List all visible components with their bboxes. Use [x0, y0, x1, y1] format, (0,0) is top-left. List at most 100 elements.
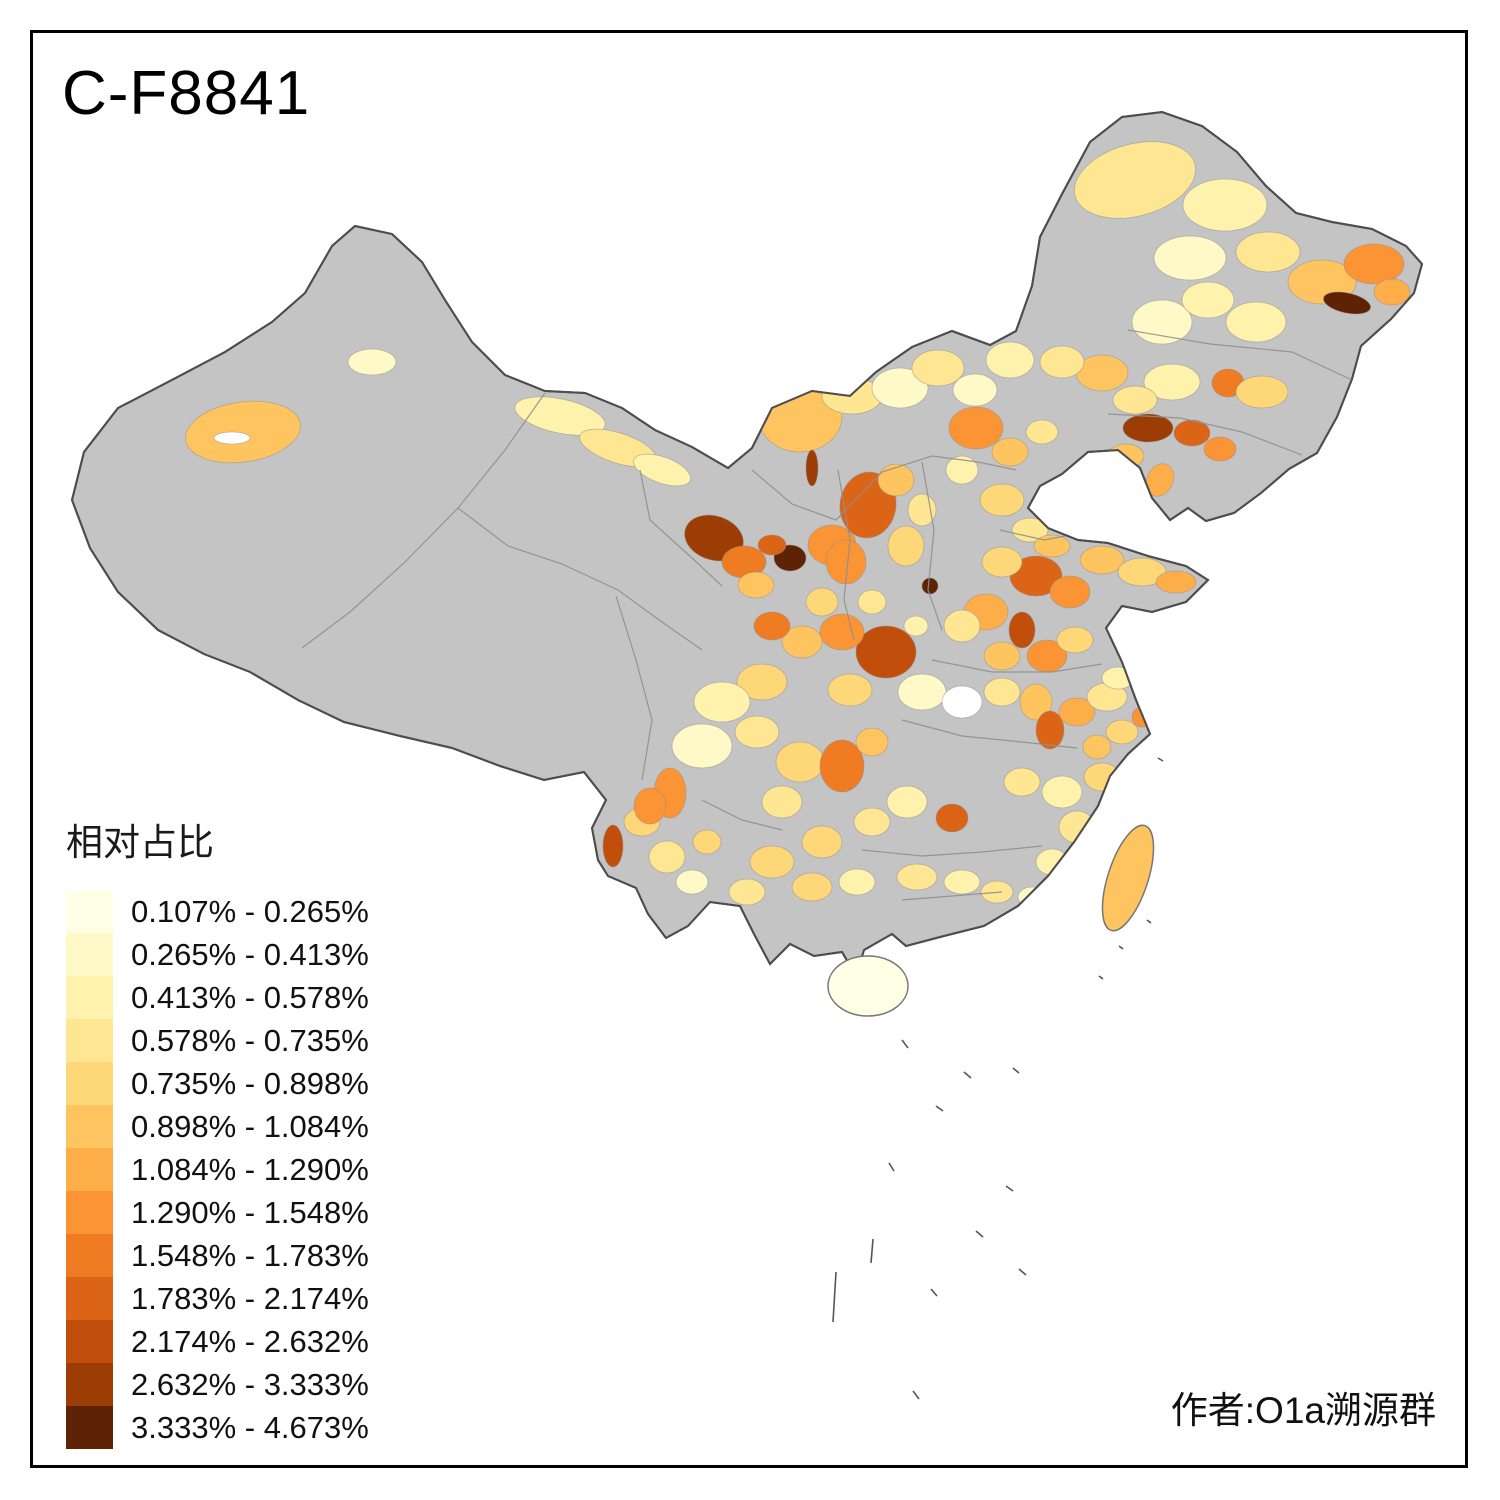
map-region [1235, 375, 1289, 409]
map-region [692, 829, 722, 855]
map-region [671, 723, 733, 769]
map-region [855, 625, 917, 679]
map-region [855, 727, 889, 757]
map-region [213, 431, 251, 445]
legend-row: 3.333% - 4.673% [66, 1406, 369, 1449]
map-region [1173, 419, 1211, 447]
legend-swatch [66, 1406, 113, 1449]
sea-islet-mark [975, 1230, 984, 1238]
map-region [801, 825, 843, 859]
map-region [1155, 570, 1197, 594]
sea-islet-mark [832, 1271, 837, 1323]
map-region [857, 589, 887, 615]
legend-row: 0.413% - 0.578% [66, 976, 369, 1019]
sea-islet-mark [901, 1039, 909, 1049]
map-region [985, 341, 1035, 379]
legend-label: 0.265% - 0.413% [131, 936, 369, 972]
legend-row: 1.783% - 2.174% [66, 1277, 369, 1320]
map-region [1145, 463, 1175, 497]
map-region [1019, 683, 1053, 721]
legend: 相对占比 0.107% - 0.265% 0.265% - 0.413% 0.413… [66, 812, 369, 1449]
map-region [1049, 575, 1091, 609]
map-region [1105, 719, 1139, 745]
legend-label: 0.413% - 0.578% [131, 979, 369, 1015]
legend-label: 3.333% - 4.673% [131, 1409, 369, 1445]
map-region [887, 525, 925, 567]
map-region [1235, 231, 1301, 273]
legend-swatch [66, 1234, 113, 1277]
map-region [1039, 345, 1085, 379]
legend-row: 0.265% - 0.413% [66, 933, 369, 976]
map-region [911, 349, 965, 387]
sea-islet-mark [1005, 1185, 1014, 1192]
legend-label: 2.632% - 3.333% [131, 1366, 369, 1402]
map-region [981, 546, 1023, 578]
legend-swatch [66, 1062, 113, 1105]
map-region [948, 406, 1004, 450]
sea-islet-mark [930, 1288, 938, 1297]
legend-label: 0.898% - 1.084% [131, 1108, 369, 1144]
map-region [1117, 557, 1167, 587]
map-region [991, 437, 1029, 467]
legend-swatch [66, 890, 113, 933]
legend-row: 1.290% - 1.548% [66, 1191, 369, 1234]
map-region [1373, 278, 1411, 306]
map-region [1035, 710, 1065, 750]
map-region [853, 807, 891, 837]
map-region [1079, 545, 1125, 575]
legend-row: 0.578% - 0.735% [66, 1019, 369, 1062]
map-region [693, 681, 751, 723]
map-region [1323, 291, 1371, 315]
map-region [983, 677, 1021, 707]
legend-label: 1.290% - 1.548% [131, 1194, 369, 1230]
legend-row: 2.174% - 2.632% [66, 1320, 369, 1363]
map-region [633, 453, 691, 487]
map-region [943, 609, 981, 643]
province-borders [301, 329, 1353, 901]
legend-label: 0.107% - 0.265% [131, 893, 369, 929]
map-region [827, 673, 873, 707]
sea-islets [832, 757, 1164, 1400]
map-region [1181, 281, 1235, 319]
attribution: 作者:O1a溯源群 [1170, 1390, 1436, 1431]
legend-row: 0.735% - 0.898% [66, 1062, 369, 1105]
map-region [791, 872, 833, 902]
legend-row: 0.898% - 1.084% [66, 1105, 369, 1148]
legend-swatch [66, 1019, 113, 1062]
map-region [757, 534, 787, 556]
map-region [979, 483, 1025, 517]
map-region [1143, 363, 1201, 401]
map-region [952, 373, 998, 407]
legend-swatch [66, 1148, 113, 1191]
legend-label: 1.084% - 1.290% [131, 1151, 369, 1187]
map-region [1112, 385, 1158, 415]
map-region [1008, 611, 1036, 649]
map-region [935, 803, 969, 833]
map-region [945, 455, 979, 485]
legend-row: 0.107% - 0.265% [66, 890, 369, 933]
map-region [1122, 413, 1174, 443]
legend-label: 1.783% - 2.174% [131, 1280, 369, 1316]
map-region [633, 787, 667, 825]
legend-swatch [66, 1320, 113, 1363]
map-region [819, 613, 865, 651]
sea-islet-mark [1157, 757, 1164, 762]
legend-label: 0.578% - 0.735% [131, 1022, 369, 1058]
legend-row: 1.084% - 1.290% [66, 1148, 369, 1191]
sea-islet-mark [963, 1071, 972, 1079]
legend-rows: 0.107% - 0.265% 0.265% - 0.413% 0.413% - 0… [66, 890, 369, 1449]
map-region [1203, 436, 1237, 462]
legend-row: 2.632% - 3.333% [66, 1363, 369, 1406]
map-region [1343, 243, 1405, 285]
map-region [602, 824, 624, 868]
map-region [903, 615, 929, 637]
map-region [781, 625, 823, 659]
sea-islet-mark [1118, 945, 1124, 950]
sea-islet-mark [1018, 1268, 1027, 1276]
map-region [943, 869, 981, 895]
map-region [1011, 517, 1049, 543]
map-region [1073, 141, 1197, 219]
map-region [1056, 626, 1094, 654]
